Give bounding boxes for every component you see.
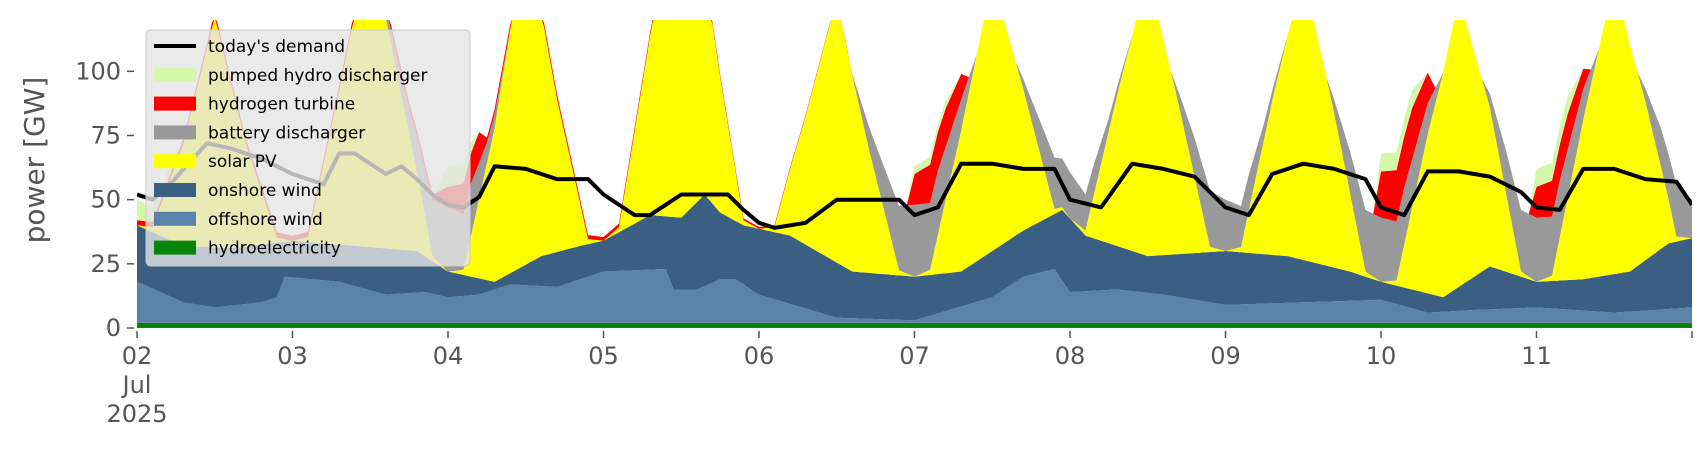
legend-swatch-offshore	[154, 211, 196, 226]
x-tick-label: 05	[588, 342, 619, 370]
legend-swatch-pumped-hydro	[154, 67, 196, 82]
legend-label-pumped-hydro: pumped hydro discharger	[208, 66, 427, 86]
x-year-label: 2025	[106, 400, 167, 428]
series-hydrogen-turbine	[137, 20, 1692, 241]
legend-label-hydrogen: hydrogen turbine	[208, 95, 355, 115]
x-tick-label: 11	[1521, 342, 1552, 370]
x-tick-label: 06	[744, 342, 775, 370]
legend-label-battery: battery discharger	[208, 123, 365, 143]
legend-label-demand: today's demand	[208, 37, 345, 57]
legend-label-hydro: hydroelectricity	[208, 239, 341, 259]
x-tick-label: 07	[899, 342, 930, 370]
legend-label-solar: solar PV	[208, 152, 277, 172]
legend-swatch-hydrogen	[154, 96, 196, 111]
x-month-label: Jul	[121, 371, 152, 399]
y-tick-label: 75	[90, 122, 121, 150]
y-tick-label: 25	[90, 250, 121, 278]
y-tick-label: 50	[90, 186, 121, 214]
x-tick-label: 04	[433, 342, 464, 370]
legend-swatch-battery	[154, 125, 196, 140]
series-offshore-wind	[137, 269, 1692, 323]
y-tick-label: 0	[106, 314, 121, 342]
series-battery-discharger	[137, 20, 1692, 282]
x-tick-label: 08	[1055, 342, 1086, 370]
x-tick-label: 09	[1210, 342, 1241, 370]
series-onshore-wind	[137, 194, 1692, 321]
series-hydroelectricity	[137, 322, 1692, 328]
y-axis-label: power [GW]	[18, 77, 51, 244]
x-tick-label: 02	[122, 342, 153, 370]
series-solar-pv	[137, 20, 1692, 298]
x-tick-label: 03	[277, 342, 308, 370]
x-tick-label: 10	[1366, 342, 1397, 370]
legend-swatch-solar	[154, 154, 196, 169]
legend-swatch-hydro	[154, 240, 196, 255]
legend-label-onshore: onshore wind	[208, 181, 322, 201]
legend: today's demand pumped hydro discharger hyd…	[145, 29, 471, 267]
legend-label-offshore: offshore wind	[208, 210, 323, 230]
legend-swatch-onshore	[154, 183, 196, 197]
y-tick-label: 100	[75, 57, 121, 85]
legend-box	[145, 29, 471, 267]
